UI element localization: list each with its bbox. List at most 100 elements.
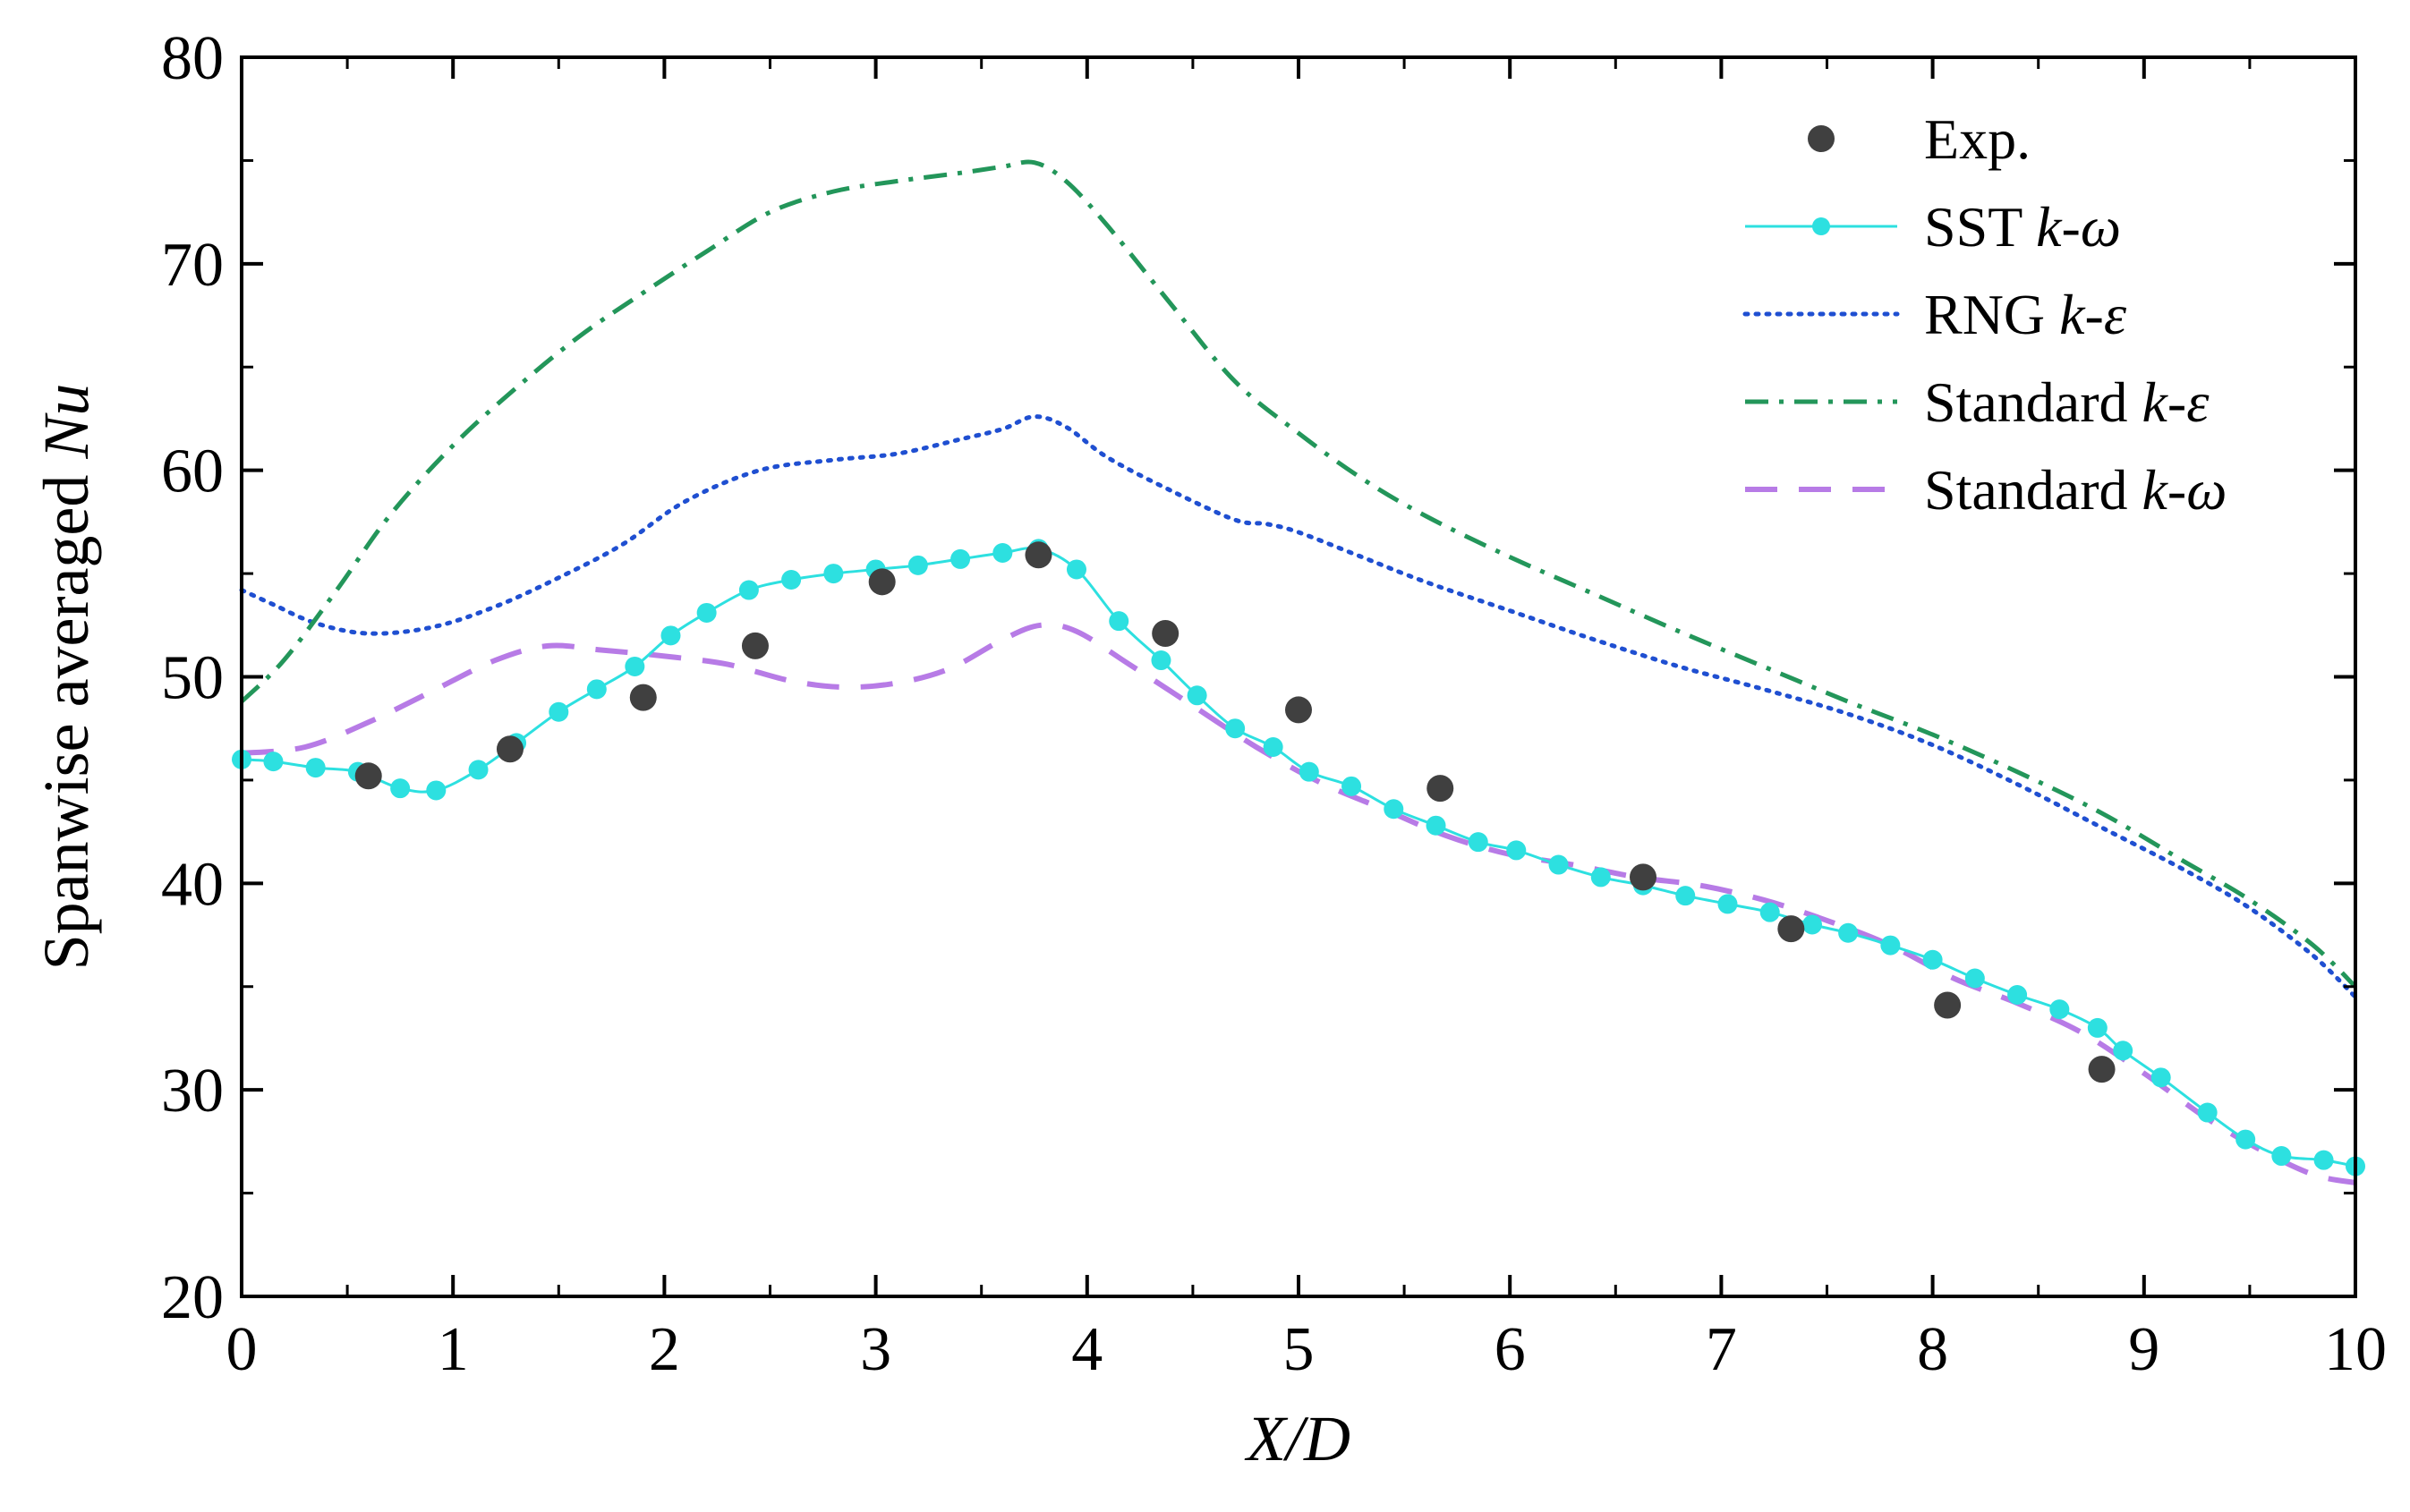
series-sst-point xyxy=(1187,685,1207,706)
series-sst-point xyxy=(1759,902,1780,922)
series-sst xyxy=(232,539,2365,1176)
series-std_ke-line xyxy=(240,159,2357,989)
series-exp-point xyxy=(1025,541,1052,569)
y-tick-label: 50 xyxy=(161,644,224,713)
series-sst-point xyxy=(2007,984,2028,1005)
series-exp-point xyxy=(1152,620,1179,648)
legend-item-exp: Exp. xyxy=(1808,107,2031,171)
series-sst-point xyxy=(468,760,489,780)
y-axis-title-italic: Nu xyxy=(30,384,102,460)
series-exp-point xyxy=(2088,1056,2116,1083)
x-tick-label: 10 xyxy=(2324,1315,2387,1384)
series-sst-point xyxy=(2113,1041,2133,1061)
y-tick-label: 40 xyxy=(161,850,224,919)
legend-label-text: Standard xyxy=(1924,458,2142,522)
series-sst-point xyxy=(1548,854,1569,875)
series-exp-point xyxy=(1630,863,1657,891)
series-sst-point xyxy=(586,679,607,700)
series-exp xyxy=(354,541,2116,1083)
legend-marker-exp xyxy=(1808,125,1835,152)
series-sst-point xyxy=(1263,736,1283,757)
series-exp-point xyxy=(1934,991,1962,1019)
series-sst-point xyxy=(390,778,411,799)
series-exp-point xyxy=(1426,775,1454,803)
series-std_ke xyxy=(240,159,2357,989)
legend-marker-sst xyxy=(1812,217,1830,235)
legend-label-rng: RNG k-ε xyxy=(1924,283,2127,346)
axes: 0 1 2 3 4 5 6 7 8 9 10 20 30 40 50 60 70 80 X/D Spanwise av… xyxy=(30,24,2387,1474)
legend-label-italic: k-ω xyxy=(2036,195,2121,259)
series-sst-point xyxy=(950,548,971,569)
series-sst-point xyxy=(1066,559,1086,580)
x-tick-label: 2 xyxy=(649,1315,680,1384)
series-sst-point xyxy=(781,570,802,590)
series-sst-point xyxy=(549,701,569,722)
y-tick-label: 30 xyxy=(161,1057,224,1126)
series-exp-point xyxy=(354,762,382,790)
series-sst-point xyxy=(1590,867,1611,888)
series-sst-point xyxy=(1801,914,1822,935)
legend-label-italic: k-ε xyxy=(2059,283,2127,346)
x-tick-label: 1 xyxy=(438,1315,469,1384)
series-rng xyxy=(239,414,2358,999)
x-tick-label: 3 xyxy=(860,1315,891,1384)
y-tick-label: 70 xyxy=(161,231,224,300)
series-sst-point xyxy=(2271,1146,2292,1167)
series-sst-point xyxy=(1880,935,1901,956)
series-sst-point xyxy=(625,656,645,676)
series-rng-line xyxy=(239,414,2358,999)
series-exp-point xyxy=(496,735,524,763)
series-sst-point xyxy=(2235,1129,2256,1150)
x-tick-label: 6 xyxy=(1495,1315,1526,1384)
series-sst-point xyxy=(1109,611,1129,632)
legend-item-sst: SST k-ω xyxy=(1745,195,2121,259)
series-exp-point xyxy=(1285,696,1312,724)
series-sst-point xyxy=(1384,799,1404,820)
x-axis-title: X/D xyxy=(1244,1403,1350,1474)
series-sst-point xyxy=(660,625,681,646)
legend-label-text: RNG xyxy=(1924,283,2059,346)
series-sst-point xyxy=(1838,922,1859,943)
series-sst-point xyxy=(426,780,447,801)
series-sst-point xyxy=(696,602,717,623)
series-sst-point xyxy=(2150,1067,2171,1088)
series-sst-point xyxy=(1341,776,1362,796)
series-sst-point xyxy=(263,752,284,772)
legend-label-sst: SST k-ω xyxy=(1924,195,2121,259)
series-sst-point xyxy=(907,555,928,575)
x-tick-label: 8 xyxy=(1917,1315,1948,1384)
series-sst-point xyxy=(738,580,759,600)
legend-label-text: SST xyxy=(1924,195,2036,259)
series-sst-point xyxy=(1225,718,1246,739)
series-sst-point xyxy=(1675,886,1696,906)
series-sst-point xyxy=(1426,815,1446,836)
legend-label-italic: k-ε xyxy=(2142,370,2210,434)
y-tick-label: 20 xyxy=(161,1263,224,1332)
series-sst-point xyxy=(1717,894,1738,914)
series-exp-point xyxy=(741,632,769,659)
series-sst-point xyxy=(1299,761,1319,782)
x-tick-label: 7 xyxy=(1706,1315,1737,1384)
x-tick-label: 9 xyxy=(2128,1315,2159,1384)
y-tick-label: 60 xyxy=(161,437,224,506)
series-sst-point xyxy=(2313,1150,2334,1170)
series-sst-point xyxy=(2049,999,2070,1020)
series-sst-point xyxy=(1964,968,1985,989)
series-sst-point xyxy=(2087,1017,2108,1038)
series-sst-point xyxy=(992,543,1013,563)
x-tick-label: 5 xyxy=(1283,1315,1315,1384)
legend-item-std_ke: Standard k-ε xyxy=(1745,370,2210,434)
series-sst-point xyxy=(823,564,844,584)
y-tick-label: 80 xyxy=(161,24,224,93)
legend-label-text: Standard xyxy=(1924,370,2142,434)
series-sst-point xyxy=(2197,1102,2218,1123)
x-tick-label: 4 xyxy=(1071,1315,1103,1384)
series-sst-point xyxy=(1506,840,1527,861)
legend-label-italic: k-ω xyxy=(2142,458,2227,522)
series-sst-line xyxy=(241,547,2356,1168)
legend-label-std_ke: Standard k-ε xyxy=(1924,370,2210,434)
series-sst-point xyxy=(305,758,326,778)
